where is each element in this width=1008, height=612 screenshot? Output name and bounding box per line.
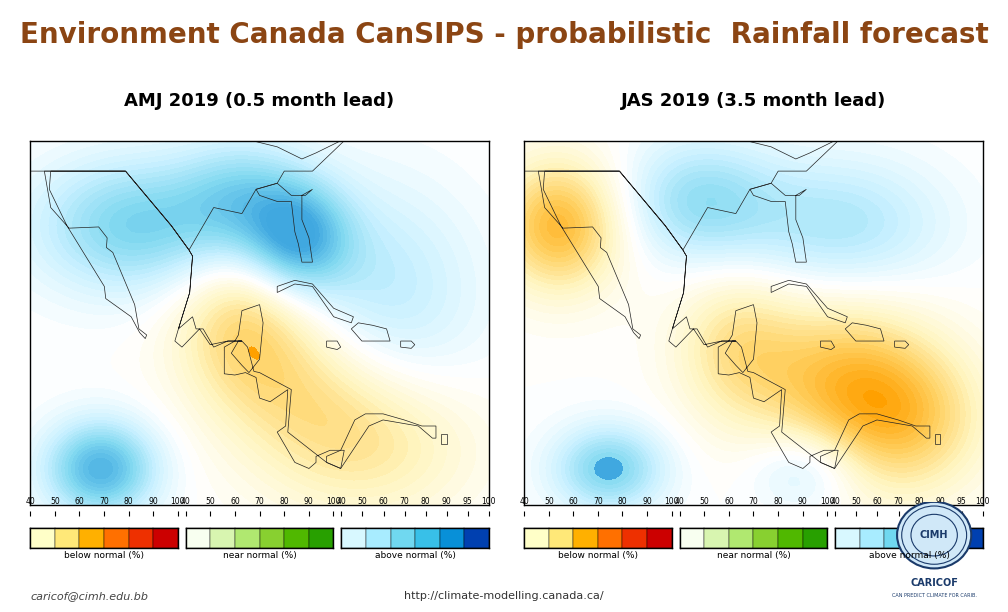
Text: near normal (%): near normal (%) [717, 551, 790, 560]
Text: caricof@cimh.edu.bb: caricof@cimh.edu.bb [30, 591, 148, 601]
Text: near normal (%): near normal (%) [223, 551, 296, 560]
Text: below normal (%): below normal (%) [64, 551, 144, 560]
Text: http://climate-modelling.canada.ca/: http://climate-modelling.canada.ca/ [404, 591, 604, 601]
Text: CAN PREDICT CLIMATE FOR CARIB.: CAN PREDICT CLIMATE FOR CARIB. [892, 593, 977, 598]
Text: JAS 2019 (3.5 month lead): JAS 2019 (3.5 month lead) [621, 92, 886, 110]
Text: above normal (%): above normal (%) [375, 551, 456, 560]
Text: above normal (%): above normal (%) [869, 551, 950, 560]
Circle shape [897, 502, 972, 569]
Text: below normal (%): below normal (%) [557, 551, 638, 560]
Text: Environment Canada CanSIPS - probabilistic  Rainfall forecast: Environment Canada CanSIPS - probabilist… [19, 21, 989, 50]
Text: AMJ 2019 (0.5 month lead): AMJ 2019 (0.5 month lead) [125, 92, 394, 110]
Text: CIMH: CIMH [920, 530, 949, 540]
Text: CARICOF: CARICOF [910, 578, 958, 588]
